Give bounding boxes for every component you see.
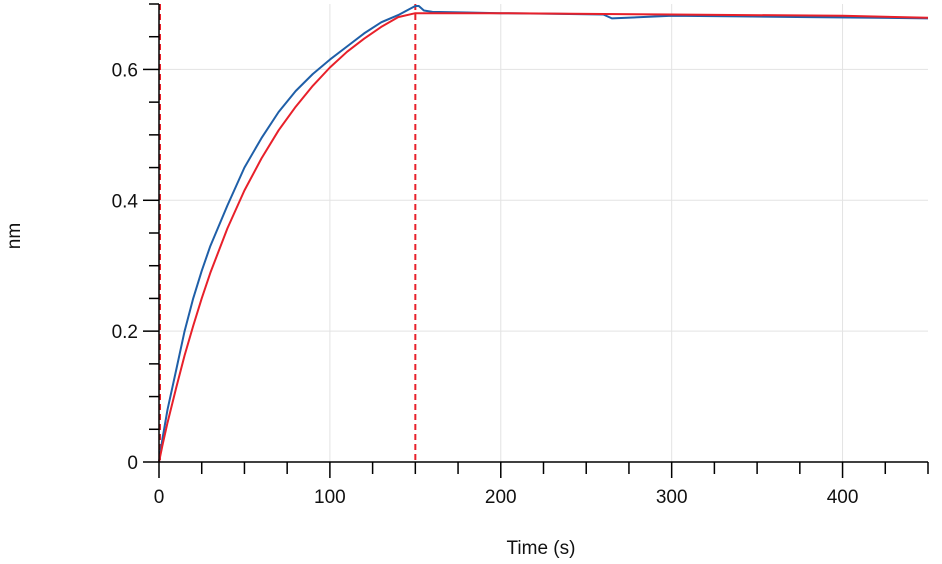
- x-tick-label-200: 200: [485, 487, 517, 508]
- axes-layer: 0 100 200 300 400 0 0.2 0.4 0.6: [112, 3, 929, 508]
- x-tick-label-0: 0: [154, 487, 165, 508]
- y-tick-label-0.2: 0.2: [112, 322, 138, 343]
- series-line-1: [158, 5, 929, 463]
- series-line-2: [158, 12, 929, 463]
- vertical-marker-layer: [159, 4, 417, 462]
- x-tick-label-100: 100: [314, 487, 346, 508]
- x-axis-title: Time (s): [507, 538, 576, 559]
- y-axis-title: nm: [4, 223, 25, 249]
- y-tick-label-0: 0: [127, 453, 138, 474]
- y-tick-label-0.6: 0.6: [112, 60, 138, 81]
- series-layer: [158, 5, 929, 463]
- y-tick-label-0.4: 0.4: [112, 191, 139, 212]
- grid-layer: [159, 4, 928, 462]
- x-tick-label-300: 300: [656, 487, 688, 508]
- x-tick-label-400: 400: [827, 487, 859, 508]
